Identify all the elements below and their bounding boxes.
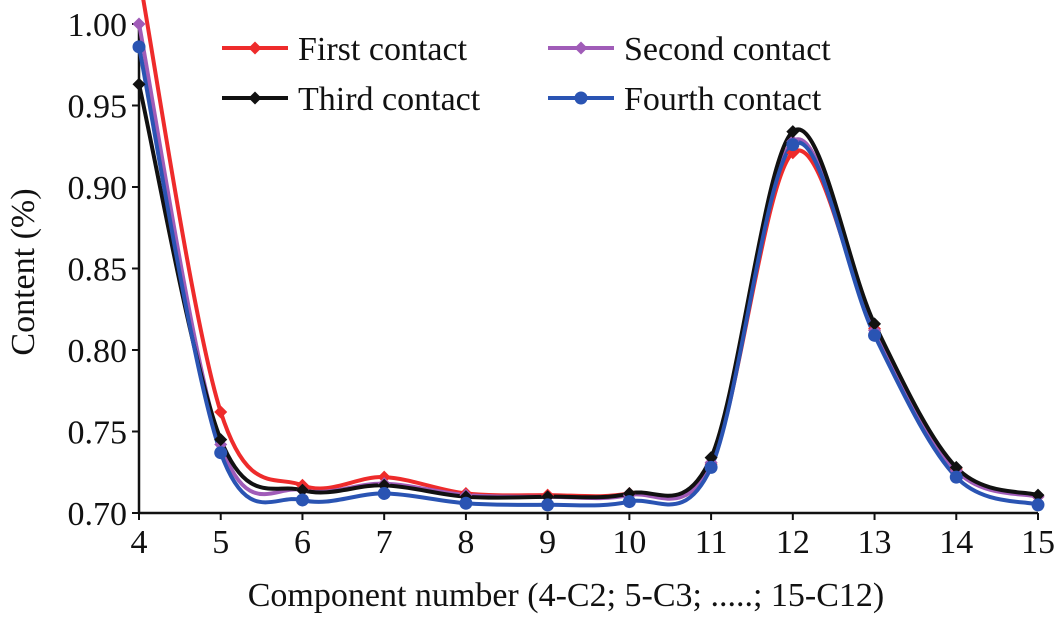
x-tick-label: 6 <box>294 524 311 561</box>
x-tick-label: 15 <box>1021 524 1055 561</box>
series-3-point <box>949 460 963 474</box>
series-3-point <box>868 317 882 331</box>
y-tick-label: 0.75 <box>68 415 128 452</box>
x-tick-label: 13 <box>858 524 892 561</box>
series-4-point <box>377 486 391 500</box>
series-line-1 <box>141 0 1039 501</box>
legend-marker-1 <box>248 41 262 55</box>
y-tick-label: 0.90 <box>68 170 128 207</box>
x-tick-label: 8 <box>457 524 474 561</box>
series-3-point <box>1031 488 1045 502</box>
y-tick-label: 0.70 <box>68 496 128 533</box>
series-4-point <box>541 498 555 512</box>
x-tick-label: 12 <box>776 524 810 561</box>
x-tick-label: 10 <box>612 524 646 561</box>
series-4-point <box>295 493 309 507</box>
series-4-point <box>704 460 718 474</box>
legend-label-2: Second contact <box>624 31 831 68</box>
x-tick-label: 7 <box>376 524 393 561</box>
legend: First contact Second contact Third contact… <box>222 31 831 118</box>
legend-marker-4 <box>574 91 588 105</box>
x-axis-title: Component number (4-C2; 5-C3; .....; 15-… <box>248 577 885 614</box>
series-line-3 <box>137 83 1039 500</box>
x-tick-label: 14 <box>939 524 973 561</box>
series-4-point <box>1031 498 1045 512</box>
series-4-point <box>868 328 882 342</box>
series-4-point <box>132 40 146 54</box>
legend-marker-2 <box>574 41 588 55</box>
series-3-point <box>295 483 309 497</box>
series-layer <box>137 0 1039 508</box>
markers-layer <box>132 17 1045 512</box>
y-axis-title: Content (%) <box>5 188 42 355</box>
legend-label-3: Third contact <box>298 81 481 118</box>
axes <box>132 23 1039 520</box>
x-tick-label: 5 <box>212 524 229 561</box>
y-tick-label: 0.95 <box>68 89 128 126</box>
legend-marker-3 <box>248 91 262 105</box>
y-tick-label: 1.00 <box>68 7 128 44</box>
series-4-point <box>949 470 963 484</box>
series-3-point <box>704 451 718 465</box>
x-tick-label: 11 <box>695 524 728 561</box>
series-4-point <box>786 138 800 152</box>
series-2-point <box>132 17 146 31</box>
series-line-2 <box>137 23 1039 501</box>
series-3-point <box>786 125 800 139</box>
legend-label-1: First contact <box>298 31 468 68</box>
series-4-point <box>459 496 473 510</box>
x-tick-label: 4 <box>131 524 148 561</box>
series-1-point <box>377 470 391 484</box>
series-3-point <box>132 77 146 91</box>
series-4-point <box>622 495 636 509</box>
series-4-point <box>214 446 228 460</box>
x-tick-label: 9 <box>539 524 556 561</box>
y-tick-label: 0.85 <box>68 252 128 289</box>
tick-labels: 0.70 0.75 0.80 0.85 0.90 0.95 1.00 4 5 6 7 8 9 10 11 12… <box>68 7 1056 561</box>
legend-label-4: Fourth contact <box>624 81 822 118</box>
series-3-point <box>214 433 228 447</box>
y-tick-label: 0.80 <box>68 333 128 370</box>
series-line-4 <box>137 46 1039 508</box>
series-1-point <box>214 405 228 419</box>
